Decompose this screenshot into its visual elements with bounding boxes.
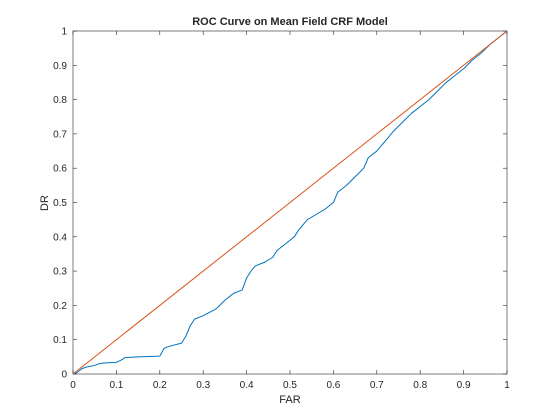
x-tick-label: 0.7	[370, 380, 384, 391]
x-tick-label: 0.4	[240, 380, 254, 391]
y-tick-label: 0.9	[53, 61, 67, 72]
x-tick-label: 0.9	[457, 380, 471, 391]
x-tick-label: 0.1	[109, 380, 123, 391]
roc-curve-line	[72, 30, 508, 375]
x-axis-label: FAR	[279, 394, 300, 406]
x-tick-label: 0	[70, 380, 76, 391]
y-tick-label: 0.4	[53, 232, 67, 243]
y-axis-label: DR	[39, 195, 51, 211]
diagonal-reference-line	[72, 30, 508, 375]
y-tick-label: 0.5	[53, 198, 67, 209]
y-tick-label: 0.1	[53, 335, 67, 346]
y-tick-label: 0.7	[53, 129, 67, 140]
x-tick-label: 0.5	[283, 380, 297, 391]
x-tick-label: 1	[504, 380, 510, 391]
x-tick-label: 0.2	[153, 380, 167, 391]
y-tick-label: 0.3	[53, 267, 67, 278]
plot-area: 0 0.1 0.2 0.3 0.4 0.5 0.6 0.7 0.8 0.9 1 0 0.1 0.2 0.3 0…	[53, 27, 510, 392]
x-tick-label: 0.8	[413, 380, 427, 391]
y-tick-label: 0.2	[53, 301, 67, 312]
y-tick-label: 0.8	[53, 95, 67, 106]
chart-title: ROC Curve on Mean Field CRF Model	[192, 16, 388, 28]
y-tick-label: 0.6	[53, 164, 67, 175]
y-tick-label: 1	[61, 27, 67, 38]
y-tick-label: 0	[61, 370, 67, 381]
x-tick-label: 0.6	[326, 380, 340, 391]
x-tick-label: 0.3	[196, 380, 210, 391]
